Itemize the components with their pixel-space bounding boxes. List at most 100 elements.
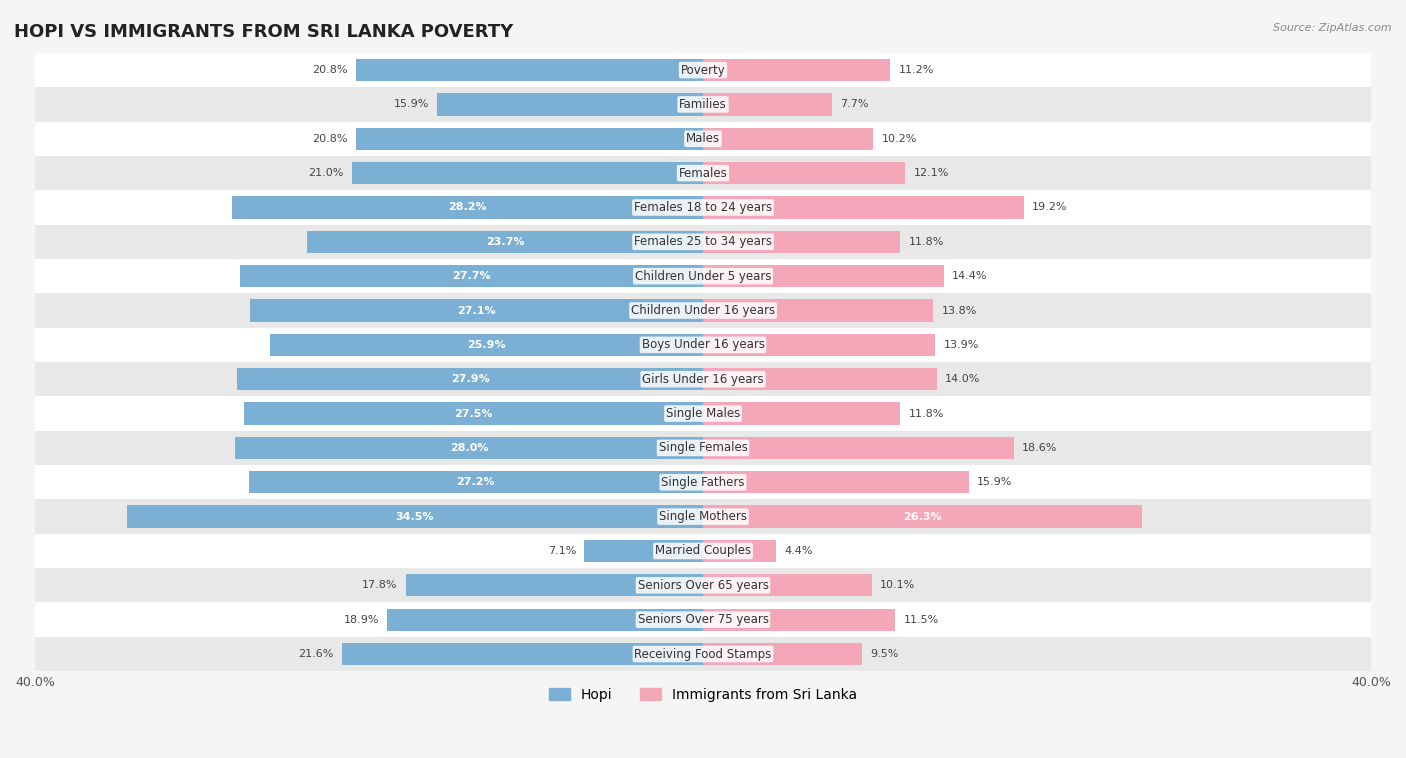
Text: 11.8%: 11.8%	[908, 236, 943, 247]
Text: Single Fathers: Single Fathers	[661, 476, 745, 489]
Text: 26.3%: 26.3%	[903, 512, 942, 522]
Text: 13.9%: 13.9%	[943, 340, 979, 350]
Bar	[35, 224, 1371, 259]
Text: 15.9%: 15.9%	[394, 99, 429, 109]
Text: Single Mothers: Single Mothers	[659, 510, 747, 523]
Bar	[703, 59, 890, 81]
Text: 11.8%: 11.8%	[908, 409, 943, 418]
Text: 21.6%: 21.6%	[298, 649, 333, 659]
Text: Males: Males	[686, 133, 720, 146]
Text: 27.7%: 27.7%	[453, 271, 491, 281]
Text: 19.2%: 19.2%	[1032, 202, 1067, 212]
Text: HOPI VS IMMIGRANTS FROM SRI LANKA POVERTY: HOPI VS IMMIGRANTS FROM SRI LANKA POVERT…	[14, 23, 513, 41]
Text: 28.0%: 28.0%	[450, 443, 488, 453]
Bar	[703, 196, 1024, 218]
Bar	[703, 540, 776, 562]
Text: 9.5%: 9.5%	[870, 649, 898, 659]
Bar	[342, 643, 703, 666]
Text: 34.5%: 34.5%	[395, 512, 434, 522]
Text: 7.7%: 7.7%	[839, 99, 869, 109]
Legend: Hopi, Immigrants from Sri Lanka: Hopi, Immigrants from Sri Lanka	[543, 682, 863, 707]
Bar	[35, 327, 1371, 362]
Bar	[35, 465, 1371, 500]
Bar	[35, 500, 1371, 534]
Bar	[703, 127, 873, 150]
Text: 13.8%: 13.8%	[942, 305, 977, 315]
Bar	[356, 127, 703, 150]
Bar	[35, 568, 1371, 603]
Bar	[703, 609, 896, 631]
Text: 21.0%: 21.0%	[308, 168, 344, 178]
Bar	[703, 574, 872, 597]
Bar	[703, 230, 900, 253]
Bar	[240, 265, 703, 287]
Bar	[35, 121, 1371, 156]
Text: 14.0%: 14.0%	[945, 374, 980, 384]
Bar	[250, 299, 703, 321]
Text: 10.1%: 10.1%	[880, 581, 915, 590]
Text: 27.9%: 27.9%	[451, 374, 489, 384]
Bar	[703, 334, 935, 356]
Text: Single Females: Single Females	[658, 441, 748, 454]
Bar	[703, 643, 862, 666]
Text: 17.8%: 17.8%	[361, 581, 398, 590]
Bar	[703, 437, 1014, 459]
Text: Girls Under 16 years: Girls Under 16 years	[643, 373, 763, 386]
Bar	[35, 603, 1371, 637]
Text: Source: ZipAtlas.com: Source: ZipAtlas.com	[1274, 23, 1392, 33]
Bar	[703, 471, 969, 493]
Bar	[307, 230, 703, 253]
Text: 20.8%: 20.8%	[312, 133, 347, 144]
Text: Married Couples: Married Couples	[655, 544, 751, 557]
Text: 14.4%: 14.4%	[952, 271, 987, 281]
Bar	[270, 334, 703, 356]
Text: Single Males: Single Males	[666, 407, 740, 420]
Bar	[243, 402, 703, 424]
Text: 28.2%: 28.2%	[449, 202, 486, 212]
Bar	[35, 637, 1371, 671]
Bar	[437, 93, 703, 115]
Text: Receiving Food Stamps: Receiving Food Stamps	[634, 647, 772, 660]
Text: Seniors Over 75 years: Seniors Over 75 years	[637, 613, 769, 626]
Text: 10.2%: 10.2%	[882, 133, 917, 144]
Bar	[35, 259, 1371, 293]
Bar	[585, 540, 703, 562]
Text: 27.5%: 27.5%	[454, 409, 492, 418]
Bar	[238, 368, 703, 390]
Bar	[35, 156, 1371, 190]
Bar	[353, 162, 703, 184]
Text: 7.1%: 7.1%	[548, 546, 576, 556]
Text: 18.9%: 18.9%	[343, 615, 380, 625]
Bar	[249, 471, 703, 493]
Bar	[356, 59, 703, 81]
Text: 20.8%: 20.8%	[312, 65, 347, 75]
Text: 15.9%: 15.9%	[977, 478, 1012, 487]
Bar	[703, 162, 905, 184]
Text: 23.7%: 23.7%	[486, 236, 524, 247]
Bar	[127, 506, 703, 528]
Text: 4.4%: 4.4%	[785, 546, 813, 556]
Text: 11.2%: 11.2%	[898, 65, 934, 75]
Text: Children Under 16 years: Children Under 16 years	[631, 304, 775, 317]
Text: 18.6%: 18.6%	[1022, 443, 1057, 453]
Bar	[703, 93, 831, 115]
Bar	[35, 53, 1371, 87]
Text: 27.1%: 27.1%	[457, 305, 496, 315]
Text: Females 18 to 24 years: Females 18 to 24 years	[634, 201, 772, 214]
Bar	[703, 368, 936, 390]
Bar	[406, 574, 703, 597]
Text: Females 25 to 34 years: Females 25 to 34 years	[634, 235, 772, 249]
Bar	[35, 87, 1371, 121]
Bar	[703, 265, 943, 287]
Bar	[235, 437, 703, 459]
Bar	[387, 609, 703, 631]
Bar	[35, 431, 1371, 465]
Bar	[35, 293, 1371, 327]
Text: Females: Females	[679, 167, 727, 180]
Text: 11.5%: 11.5%	[904, 615, 939, 625]
Text: 25.9%: 25.9%	[467, 340, 506, 350]
Text: Boys Under 16 years: Boys Under 16 years	[641, 338, 765, 352]
Text: 27.2%: 27.2%	[457, 478, 495, 487]
Text: Children Under 5 years: Children Under 5 years	[634, 270, 772, 283]
Text: 12.1%: 12.1%	[914, 168, 949, 178]
